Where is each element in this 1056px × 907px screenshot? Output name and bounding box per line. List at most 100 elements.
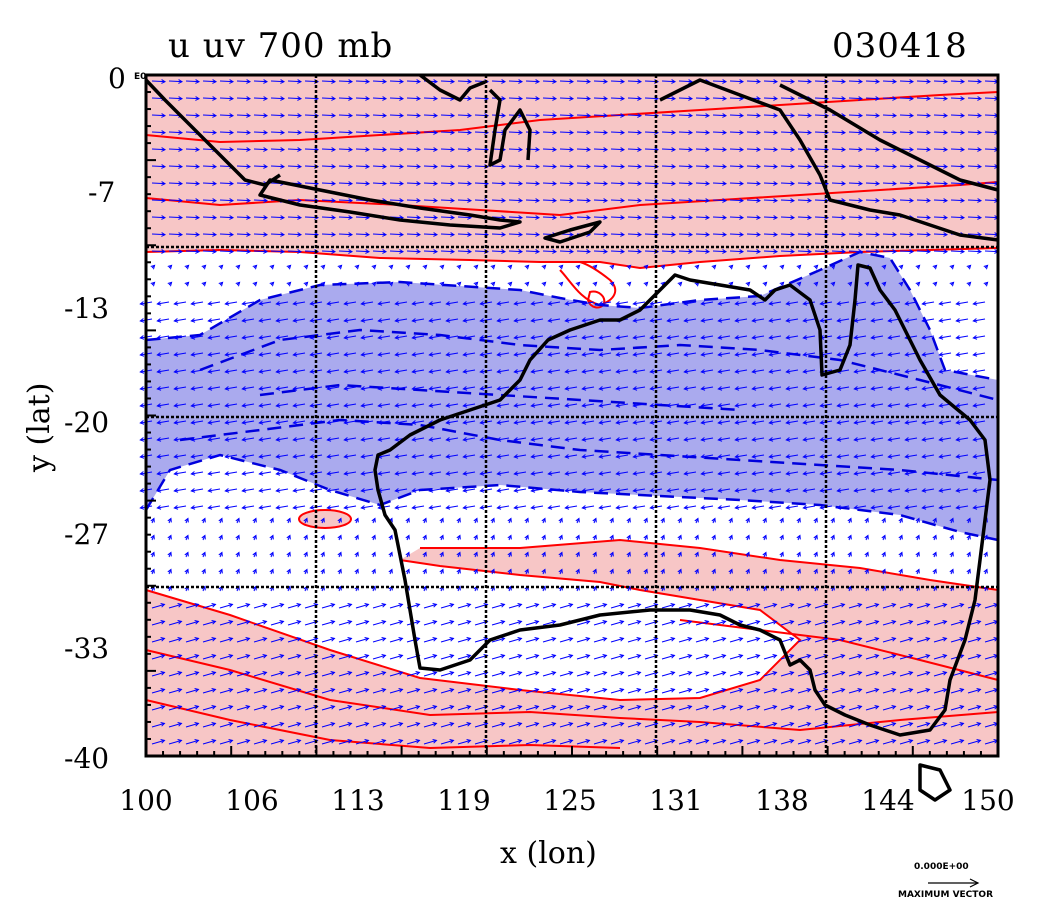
wind-vector <box>888 488 901 492</box>
wind-vector-head <box>286 264 292 270</box>
wind-vector-head <box>762 534 767 540</box>
wind-vector-head <box>955 335 961 340</box>
wind-vector-head <box>473 264 479 270</box>
wind-vector-head <box>874 722 880 727</box>
wind-vector <box>939 505 952 509</box>
wind-vector <box>593 722 607 728</box>
wind-vector <box>321 131 336 134</box>
wind-vector-head <box>858 113 864 118</box>
wind-vector-head <box>615 454 621 459</box>
wind-vector-head <box>943 181 949 186</box>
wind-vector <box>242 454 255 458</box>
wind-vector <box>270 637 284 643</box>
wind-vector <box>576 97 591 100</box>
wind-vector-head <box>399 113 405 118</box>
wind-vector <box>287 705 301 711</box>
wind-vector-head <box>530 488 536 493</box>
wind-vector <box>389 739 403 745</box>
wind-vector <box>406 688 420 694</box>
wind-vector <box>865 705 879 711</box>
wind-vector <box>593 671 607 677</box>
wind-vector <box>933 199 948 202</box>
wind-vector <box>344 505 357 509</box>
wind-vector <box>395 369 408 373</box>
wind-vector-head <box>909 181 915 186</box>
wind-vector-head <box>785 454 791 459</box>
wind-vector <box>746 637 760 643</box>
wind-vector <box>151 620 165 626</box>
wind-vector <box>208 386 221 390</box>
wind-vector-head <box>819 471 825 476</box>
wind-vector-head <box>331 181 337 186</box>
wind-vector <box>593 620 607 626</box>
wind-vector <box>729 131 744 134</box>
wind-vector-head <box>252 534 257 540</box>
wind-vector <box>729 165 744 168</box>
wind-vector <box>202 216 217 219</box>
wind-vector <box>446 301 459 305</box>
wind-vector <box>457 603 471 609</box>
wind-vector-head <box>581 471 587 476</box>
wind-vector <box>888 352 901 356</box>
wind-vector-head <box>943 215 949 220</box>
wind-vector <box>916 131 931 134</box>
wind-vector-head <box>700 386 706 391</box>
wind-vector-head <box>739 147 745 152</box>
wind-vector-head <box>456 551 461 557</box>
wind-vector <box>848 654 862 660</box>
wind-vector-head <box>921 301 927 306</box>
wind-vector-head <box>167 264 173 270</box>
wind-vector <box>508 250 523 253</box>
wind-vector-head <box>184 534 189 540</box>
wind-vector-head <box>670 722 676 727</box>
wind-vector-head <box>717 471 723 476</box>
wind-vector <box>712 165 727 168</box>
wind-vector <box>202 80 217 83</box>
wind-vector-head <box>201 551 206 557</box>
wind-vector <box>644 688 658 694</box>
wind-vector <box>276 403 289 407</box>
wind-vector-head <box>847 517 852 523</box>
wind-vector-head <box>711 534 716 540</box>
wind-vector-head <box>161 198 167 203</box>
wind-vectors <box>139 79 1000 745</box>
wind-vector-head <box>983 534 988 540</box>
wind-vector <box>854 369 867 373</box>
wind-vector <box>729 705 743 711</box>
wind-vector <box>548 420 561 424</box>
wind-vector-head <box>581 386 587 391</box>
wind-vector <box>344 454 357 458</box>
wind-vector-head <box>365 232 371 237</box>
wind-vector <box>667 318 680 322</box>
wind-vector <box>151 722 165 728</box>
wind-vector-head <box>773 232 779 237</box>
wind-vector-head <box>381 603 387 608</box>
wind-vector-head <box>858 130 864 135</box>
wind-vector <box>718 454 731 458</box>
wind-vector-head <box>819 505 825 510</box>
wind-vector <box>259 301 272 305</box>
wind-vector-head <box>258 505 264 510</box>
wind-vector-head <box>887 420 893 425</box>
wind-vector <box>684 403 697 407</box>
wind-vector <box>729 637 743 643</box>
wind-vector-head <box>683 369 689 374</box>
wind-vector-head <box>275 454 281 459</box>
wind-vector-head <box>734 505 740 510</box>
wind-vector-head <box>466 620 472 625</box>
wind-vector <box>525 250 540 253</box>
wind-vector-head <box>602 637 608 642</box>
wind-vector-head <box>411 454 417 459</box>
wind-vector <box>865 739 879 745</box>
wind-vector <box>293 420 306 424</box>
wind-vector <box>191 335 204 339</box>
wind-vector <box>633 301 646 305</box>
wind-vector <box>389 250 404 253</box>
wind-vector <box>429 505 442 509</box>
wind-vector <box>338 620 352 626</box>
wind-vector <box>542 97 557 100</box>
wind-vector <box>803 352 816 356</box>
wind-vector-head <box>870 301 876 306</box>
wind-vector-head <box>592 568 597 574</box>
wind-vector-head <box>636 637 642 642</box>
